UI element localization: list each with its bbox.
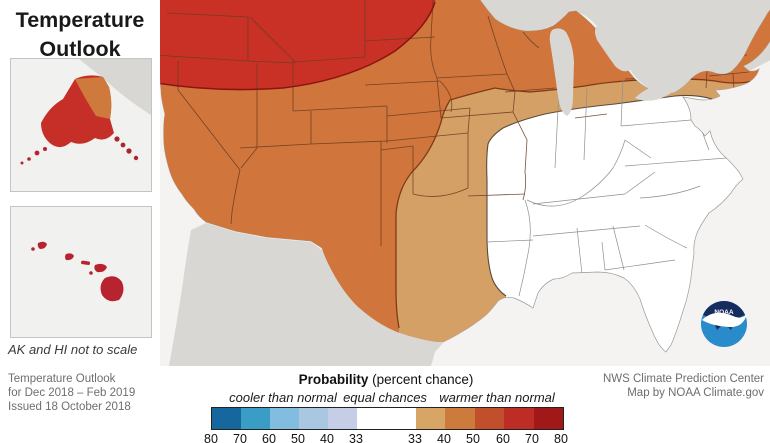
legend-tick: 80 bbox=[554, 432, 568, 443]
legend-seg-cool-80 bbox=[212, 408, 241, 429]
noaa-logo-gull-icon bbox=[702, 312, 747, 328]
alaska-panhandle bbox=[114, 136, 139, 161]
probability-legend: Probability (percent chance) cooler than… bbox=[0, 366, 770, 443]
legend-tick: 70 bbox=[525, 432, 539, 443]
legend-seg-warm-40 bbox=[416, 408, 446, 429]
lake-michigan bbox=[549, 28, 574, 116]
state-borders-west bbox=[157, 0, 750, 246]
state-borders-east bbox=[486, 79, 740, 297]
legend-tick: 60 bbox=[262, 432, 276, 443]
legend-title-rest: (percent chance) bbox=[368, 372, 474, 387]
legend-tick: 33 bbox=[349, 432, 363, 443]
legend-tick: 70 bbox=[233, 432, 247, 443]
hawaii-inset bbox=[10, 206, 152, 338]
legend-tick: 50 bbox=[291, 432, 305, 443]
footer: Temperature Outlook for Dec 2018 – Feb 2… bbox=[0, 366, 770, 443]
canada-landmass bbox=[479, 0, 770, 94]
noaa-logo-text: NOAA bbox=[714, 309, 733, 316]
legend-seg-warm-70 bbox=[504, 408, 534, 429]
alaska-inset bbox=[10, 58, 152, 192]
footer-right-line2: Map by NOAA Climate.gov bbox=[627, 387, 764, 399]
noaa-logo: NOAA bbox=[701, 301, 747, 347]
legend-tick: 40 bbox=[320, 432, 334, 443]
legend-tick: 33 bbox=[408, 432, 422, 443]
legend-tick: 60 bbox=[496, 432, 510, 443]
legend-label-cooler: cooler than normal bbox=[229, 390, 337, 405]
legend-seg-cool-40 bbox=[328, 408, 357, 429]
footer-right-line1: NWS Climate Prediction Center bbox=[602, 373, 764, 385]
lake-huron bbox=[595, 26, 630, 72]
lake-ontario bbox=[649, 66, 690, 78]
canada-yukon-land bbox=[79, 59, 151, 115]
legend-seg-equal bbox=[357, 408, 416, 429]
page-title: Temperature Outlook bbox=[15, 8, 145, 61]
contour-50-percent bbox=[157, 1, 436, 91]
hawaii-inset-map bbox=[31, 241, 124, 302]
legend-title-bold: Probability bbox=[298, 372, 369, 387]
legend-seg-warm-50 bbox=[445, 408, 475, 429]
aleutian-islands bbox=[20, 147, 47, 165]
lake-erie bbox=[635, 83, 678, 101]
us-temperature-outlook-map: NOAA bbox=[135, 0, 770, 366]
legend-tick: 50 bbox=[466, 432, 480, 443]
footer-issuance-text: Temperature Outlook for Dec 2018 – Feb 2… bbox=[8, 372, 135, 414]
alaska-orange-wedge bbox=[75, 77, 112, 119]
footer-left-line1: Temperature Outlook bbox=[8, 373, 116, 385]
great-lakes bbox=[549, 26, 690, 116]
legend-seg-cool-60 bbox=[270, 408, 299, 429]
legend-seg-warm-80 bbox=[533, 408, 563, 429]
map-svg: NOAA bbox=[135, 0, 770, 366]
legend-seg-cool-70 bbox=[241, 408, 270, 429]
legend-title: Probability (percent chance) bbox=[299, 372, 474, 387]
legend-label-equal: equal chances bbox=[343, 390, 427, 405]
mexico-landmass bbox=[169, 223, 443, 366]
legend-seg-warm-60 bbox=[474, 408, 505, 429]
hawaii-islands bbox=[31, 241, 124, 302]
legend-seg-cool-50 bbox=[299, 408, 328, 429]
footer-credit-text: NWS Climate Prediction Center Map by NOA… bbox=[603, 372, 764, 400]
alaska-inset-map bbox=[20, 59, 151, 165]
footer-left-line3: Issued 18 October 2018 bbox=[8, 401, 131, 413]
legend-tick: 40 bbox=[437, 432, 451, 443]
footer-left-line2: for Dec 2018 – Feb 2019 bbox=[8, 387, 136, 399]
legend-color-bar bbox=[211, 407, 564, 430]
inset-scale-note: AK and HI not to scale bbox=[8, 342, 138, 357]
legend-tick: 80 bbox=[204, 432, 218, 443]
legend-label-warmer: warmer than normal bbox=[439, 390, 555, 405]
